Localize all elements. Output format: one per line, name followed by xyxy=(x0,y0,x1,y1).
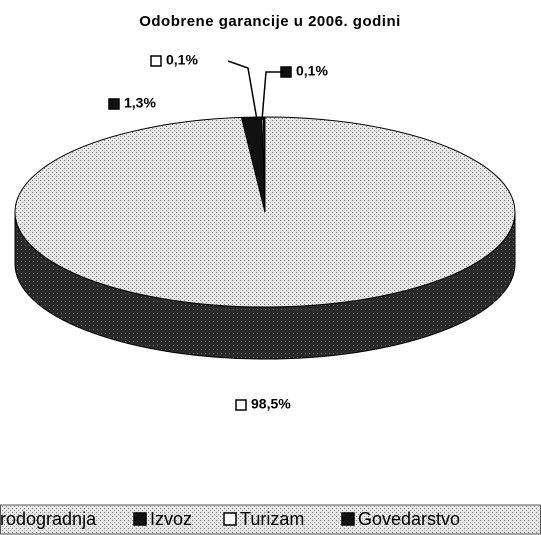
legend-marker xyxy=(133,512,147,526)
data-label: 98,5% xyxy=(251,396,291,412)
data-label: 0,1% xyxy=(166,52,198,68)
chart-title: Odobrene garancije u 2006. godini xyxy=(139,13,401,30)
label-marker xyxy=(235,399,247,411)
data-label: 1,3% xyxy=(124,95,156,111)
slice xyxy=(262,116,266,213)
legend-label: Izvoz xyxy=(150,509,192,529)
label-marker xyxy=(150,55,162,67)
legend-label: Govedarstvo xyxy=(358,509,460,529)
legend-marker xyxy=(341,512,355,526)
data-labels: 98,5% 1,3% 0,1% 0,1% xyxy=(108,52,328,412)
legend-label: Turizam xyxy=(240,509,304,529)
legend-box xyxy=(0,504,541,535)
legend-marker xyxy=(223,512,237,526)
leader-line xyxy=(261,71,286,121)
leader-line xyxy=(227,60,258,121)
label-marker xyxy=(108,98,120,110)
legend-label: Brodogradnja xyxy=(0,509,97,529)
legend: Brodogradnja Izvoz Turizam Govedarstvo xyxy=(0,509,460,529)
data-label: 0,1% xyxy=(296,63,328,79)
pie xyxy=(14,116,516,360)
